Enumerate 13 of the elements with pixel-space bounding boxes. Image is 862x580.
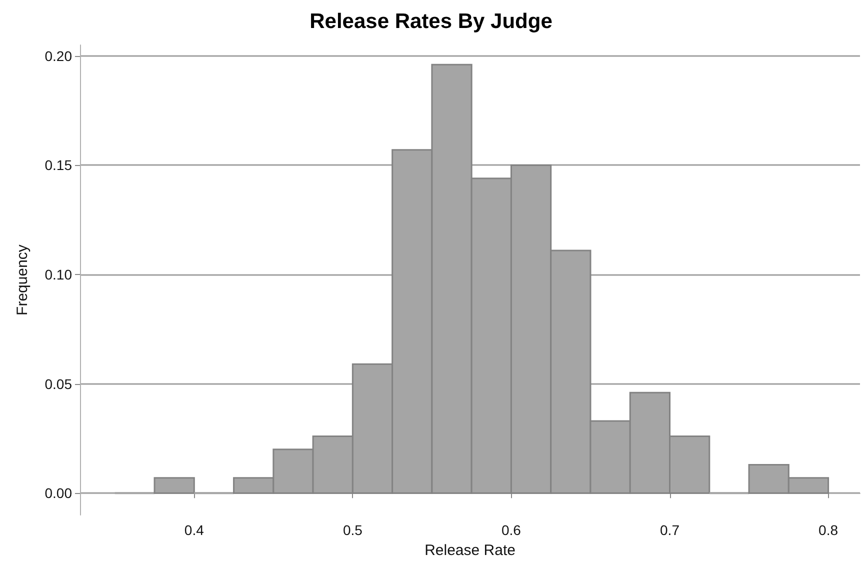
chart-title: Release Rates By Judge xyxy=(310,10,552,33)
x-axis-title: Release Rate xyxy=(424,542,516,559)
x-tick-label: 0.8 xyxy=(818,522,838,538)
y-tick-label: 0.10 xyxy=(44,266,72,283)
y-tick-label: 0.15 xyxy=(44,157,72,174)
x-tick-label: 0.7 xyxy=(660,522,680,538)
y-tick-label: 0.00 xyxy=(44,485,72,502)
x-tick-label: 0.5 xyxy=(342,522,363,538)
x-tick-label: 0.6 xyxy=(501,522,522,538)
x-tick-label: 0.4 xyxy=(184,522,204,538)
y-axis-title: Frequency xyxy=(14,244,31,316)
y-tick-label: 0.20 xyxy=(44,48,72,64)
y-tick-label: 0.05 xyxy=(44,376,72,392)
